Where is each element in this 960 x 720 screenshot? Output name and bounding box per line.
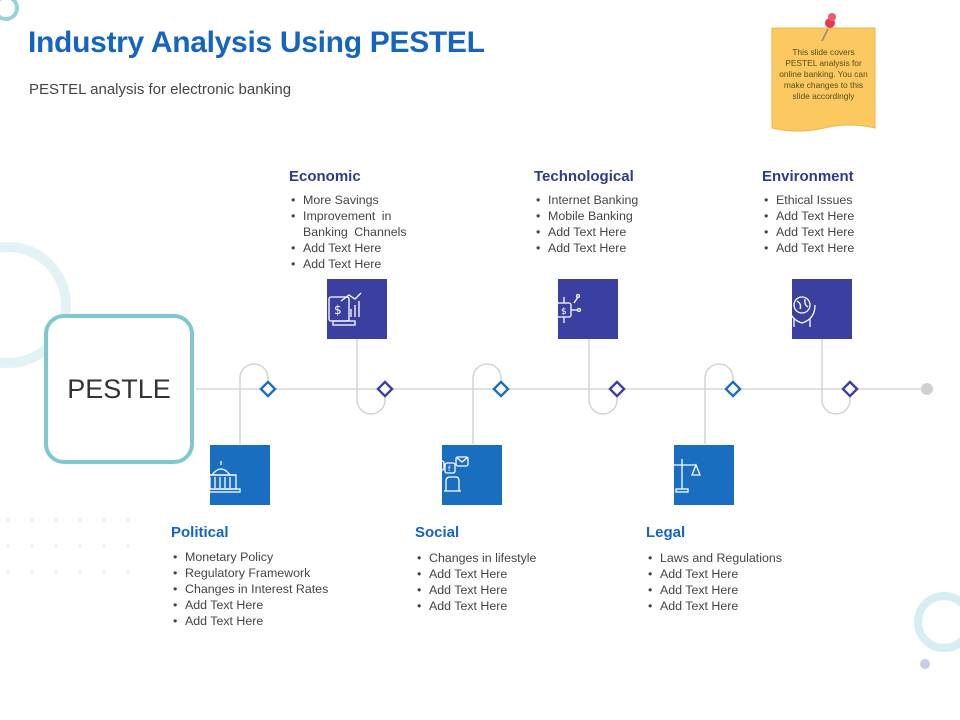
list-item: Changes in Interest Rates — [171, 581, 361, 597]
legal-list: Laws and Regulations Add Text Here Add T… — [646, 550, 816, 614]
marker-diamond-economic — [376, 380, 394, 398]
marker-diamond-social — [492, 380, 510, 398]
environment-list: Ethical Issues Add Text Here Add Text He… — [762, 192, 902, 256]
economic-list: More Savings Improvement in Banking Chan… — [289, 192, 429, 272]
list-item: Monetary Policy — [171, 549, 361, 565]
list-item: Add Text Here — [646, 598, 816, 614]
pestle-center-label: PESTLE — [67, 374, 171, 404]
marker-diamond-environment — [841, 380, 859, 398]
list-item: Add Text Here — [762, 224, 902, 240]
list-item: Internet Banking — [534, 192, 684, 208]
svg-text:$: $ — [561, 307, 567, 317]
political-list: Monetary Policy Regulatory Framework Cha… — [171, 549, 361, 629]
svg-text:f: f — [448, 465, 451, 473]
list-item: Add Text Here — [534, 224, 684, 240]
pestle-center-box — [44, 314, 194, 464]
list-item: Add Text Here — [171, 597, 361, 613]
list-item: Add Text Here — [289, 240, 429, 256]
connector-economic — [356, 339, 386, 415]
social-heading: Social — [415, 524, 460, 541]
list-item: Add Text Here — [762, 208, 902, 224]
marker-diamond-technological — [608, 380, 626, 398]
decor-ring-left — [0, 242, 71, 368]
legal-heading: Legal — [646, 524, 686, 541]
sticky-note-text: This slide covers PESTEL analysis for on… — [779, 47, 868, 101]
environment-heading: Environment — [762, 168, 854, 185]
list-item: Add Text Here — [415, 582, 575, 598]
list-item: Add Text Here — [415, 598, 575, 614]
decor-dot-grid — [6, 518, 130, 574]
environment-icon-tile — [788, 279, 852, 339]
decor-ring-top-left — [0, 0, 19, 21]
list-item: Improvement in Banking Channels — [289, 208, 429, 240]
legal-icon-tile — [663, 445, 734, 505]
list-item: Regulatory Framework — [171, 565, 361, 581]
list-item: Add Text Here — [171, 613, 361, 629]
list-item: Mobile Banking — [534, 208, 684, 224]
list-item: Add Text Here — [646, 582, 816, 598]
political-icon-tile — [201, 445, 270, 505]
technological-heading: Technological — [534, 168, 634, 185]
list-item: Add Text Here — [534, 240, 684, 256]
social-icon-tile: f — [431, 445, 502, 505]
marker-diamond-political — [259, 380, 277, 398]
political-heading: Political — [171, 524, 229, 541]
technological-list: Internet Banking Mobile Banking Add Text… — [534, 192, 684, 256]
connector-social — [472, 363, 502, 444]
timeline-end-dot — [921, 383, 933, 395]
list-item: Laws and Regulations — [646, 550, 816, 566]
page-title: Industry Analysis Using PESTEL — [28, 26, 485, 59]
list-item: Add Text Here — [415, 566, 575, 582]
social-media-hand-icon: f — [431, 456, 469, 492]
capitol-building-icon — [201, 461, 241, 493]
pushpin-icon — [821, 13, 836, 42]
connector-legal — [704, 363, 734, 444]
list-item: Ethical Issues — [762, 192, 902, 208]
decor-ring-bottom-right — [914, 592, 960, 652]
marker-diamond-legal — [724, 380, 742, 398]
technological-icon-tile: $ — [550, 279, 618, 339]
list-item: More Savings — [289, 192, 429, 208]
connector-environment — [821, 339, 851, 415]
decor-dot-bottom-right — [920, 659, 930, 669]
economic-icon-tile: $ — [327, 279, 387, 339]
page-subtitle: PESTEL analysis for electronic banking — [29, 81, 292, 98]
svg-text:$: $ — [334, 303, 342, 317]
sticky-note: This slide covers PESTEL analysis for on… — [770, 13, 877, 136]
social-list: Changes in lifestyle Add Text Here Add T… — [415, 550, 575, 614]
economic-heading: Economic — [289, 168, 361, 185]
list-item: Add Text Here — [289, 256, 429, 272]
earth-in-hands-icon — [788, 296, 816, 327]
finance-chart-icon: $ — [328, 292, 362, 326]
circuit-chip-icon: $ — [550, 293, 582, 323]
list-item: Changes in lifestyle — [415, 550, 575, 566]
list-item: Add Text Here — [646, 566, 816, 582]
list-item: Add Text Here — [762, 240, 902, 256]
connector-political — [239, 363, 269, 444]
connector-technological — [588, 339, 618, 415]
justice-scale-icon — [663, 459, 701, 493]
